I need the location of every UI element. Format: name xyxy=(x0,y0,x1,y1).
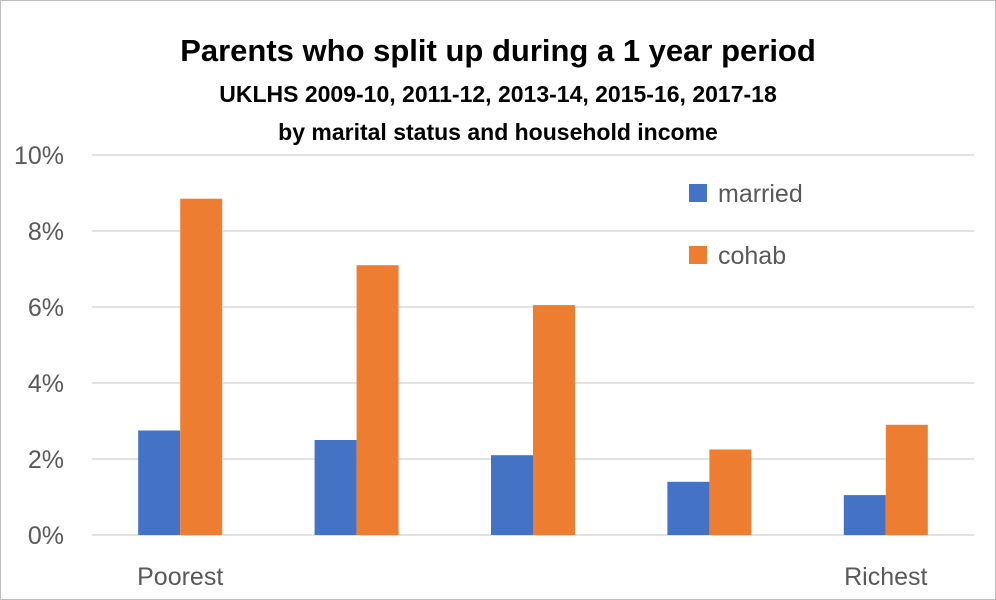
bar-married xyxy=(138,430,181,535)
legend-swatch-cohab xyxy=(689,246,707,264)
y-tick-label: 10% xyxy=(14,142,64,170)
chart-title: Parents who split up during a 1 year per… xyxy=(180,33,816,68)
bar-cohab xyxy=(885,424,928,535)
y-tick-label: 2% xyxy=(28,446,64,474)
chart-subtitle-line-1: UKLHS 2009-10, 2011-12, 2013-14, 2015-16… xyxy=(219,81,777,107)
bar-cohab xyxy=(709,449,752,535)
y-tick-label: 6% xyxy=(28,294,64,322)
legend-label-cohab: cohab xyxy=(718,242,786,270)
gridlines xyxy=(92,154,974,536)
x-axis-labels: Poorest Richest xyxy=(137,563,927,591)
bar-cohab xyxy=(356,265,399,535)
bar-cohab xyxy=(533,305,575,535)
bar-married xyxy=(843,495,886,535)
bar-cohab xyxy=(180,198,223,535)
legend-label-married: married xyxy=(718,180,803,208)
y-axis-ticks: 0% 2% 4% 6% 8% 10% xyxy=(14,142,64,550)
y-tick-label: 8% xyxy=(28,218,64,246)
bar-married xyxy=(314,440,357,535)
legend: married cohab xyxy=(689,180,803,270)
y-tick-label: 4% xyxy=(28,370,64,398)
chart-subtitle-line-2: by marital status and household income xyxy=(278,119,718,145)
x-category-label: Richest xyxy=(844,563,927,591)
bars xyxy=(138,198,928,535)
y-tick-label: 0% xyxy=(28,522,64,550)
bar-married xyxy=(491,455,533,535)
legend-swatch-married xyxy=(689,184,707,202)
bar-married xyxy=(667,481,710,535)
x-category-label: Poorest xyxy=(137,563,223,591)
